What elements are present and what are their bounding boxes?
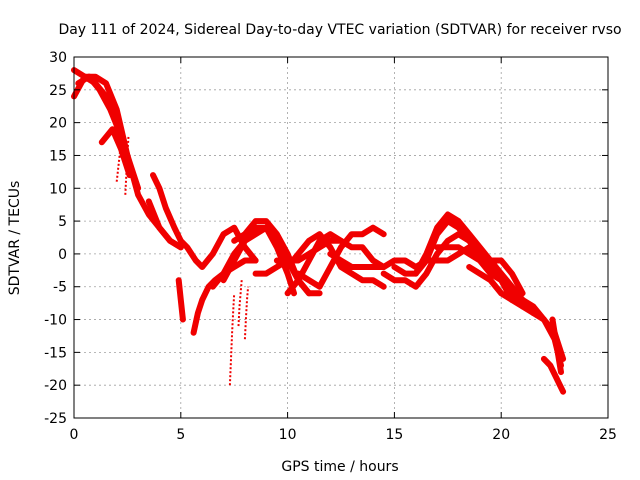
series-track-23 [412, 218, 526, 297]
series-track-17 [391, 211, 564, 369]
series-track-6 [145, 198, 184, 251]
series-spike-3 [237, 280, 243, 327]
series-track-13 [273, 231, 387, 290]
y-tick-label: 0 [58, 247, 67, 263]
series-track-19 [434, 244, 526, 310]
y-tick-label: -20 [44, 378, 67, 394]
x-tick-label: 10 [279, 427, 297, 443]
x-tick-label: 5 [176, 427, 185, 443]
y-tick-label: 25 [49, 83, 67, 99]
series-track-12 [252, 237, 387, 277]
series-spike-4 [115, 129, 125, 182]
y-tick-label: 30 [49, 50, 67, 66]
y-axis-label: SDTVAR / TECUs [7, 181, 23, 296]
y-tick-label: 10 [49, 181, 67, 197]
series-spike-5 [124, 135, 130, 195]
series-spike-1 [228, 293, 236, 386]
y-tick-label: 5 [58, 214, 67, 230]
y-tick-label: 15 [49, 148, 67, 164]
axis-ticks: 0 5 10 15 20 25 -25 -20 -15 -10 -5 0 5 10 15 20 25 30 [44, 50, 617, 443]
series-track-16 [327, 244, 483, 270]
chart-title: Day 111 of 2024, Sidereal Day-to-day VTE… [58, 22, 621, 38]
y-tick-label: -25 [44, 411, 67, 427]
series-spike-2 [243, 286, 250, 340]
x-axis-label: GPS time / hours [281, 459, 398, 475]
series-track-4 [98, 126, 133, 179]
series-track-15 [295, 224, 387, 290]
x-tick-label: 0 [70, 427, 79, 443]
data-series [71, 67, 567, 395]
x-tick-label: 15 [385, 427, 403, 443]
series-track-22 [549, 316, 564, 376]
series-track-20 [466, 264, 537, 316]
series-track-21 [540, 355, 567, 395]
series-track-7 [175, 277, 186, 323]
y-tick-label: -15 [44, 345, 67, 361]
grid-lines [74, 57, 608, 418]
plot-frame [73, 56, 609, 419]
y-tick-label: -10 [44, 313, 67, 329]
x-tick-label: 20 [492, 427, 510, 443]
series-track-14 [284, 231, 344, 297]
series-track-3 [75, 73, 142, 192]
y-tick-label: -5 [53, 280, 67, 296]
y-tick-label: 20 [49, 116, 67, 132]
series-track-5 [150, 172, 259, 270]
x-tick-label: 25 [599, 427, 617, 443]
